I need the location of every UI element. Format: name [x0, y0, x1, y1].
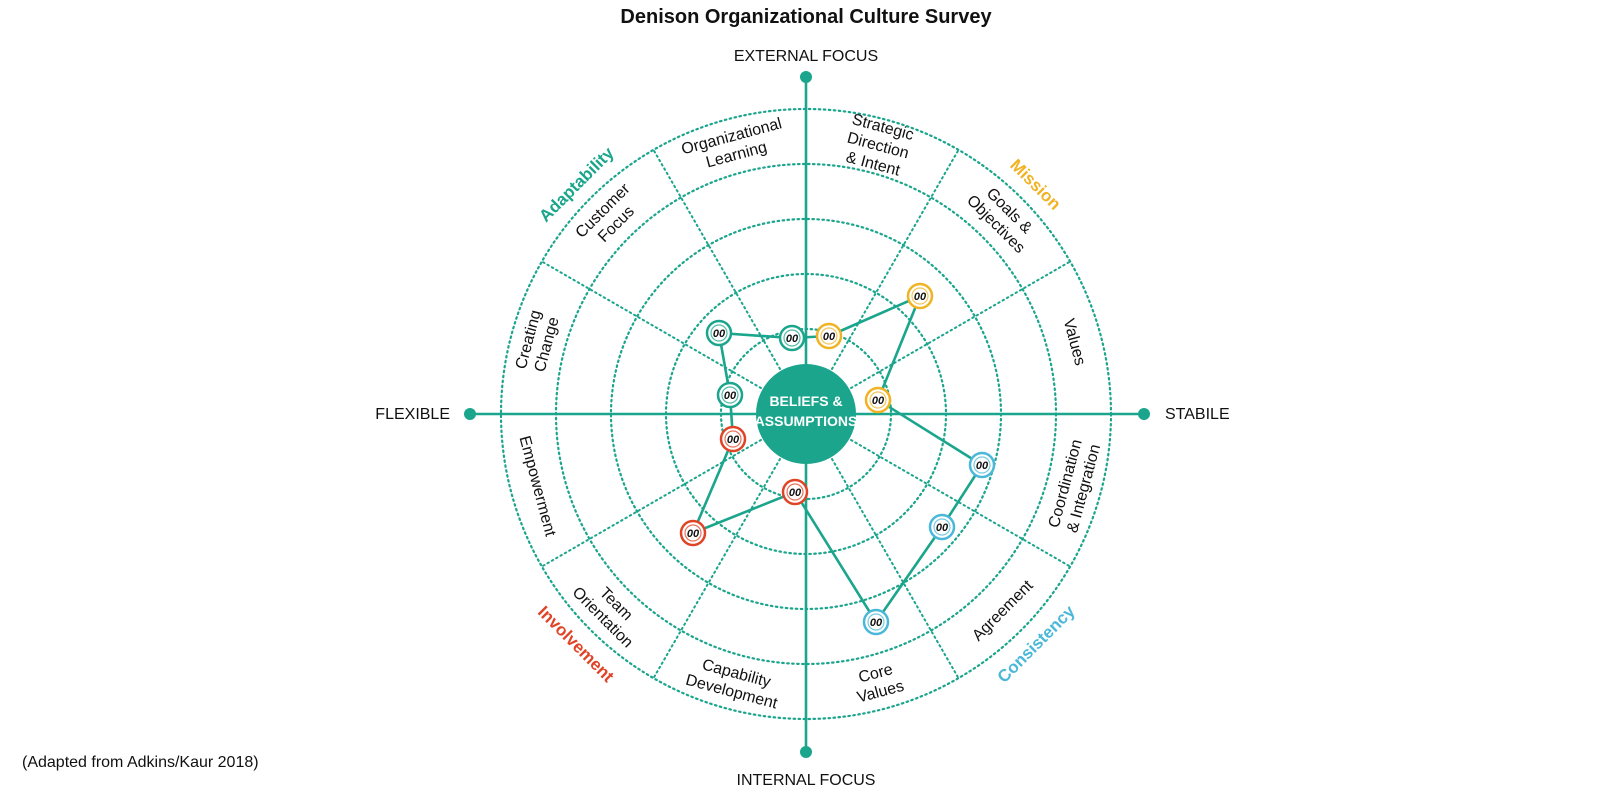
score-marker-mission: 00 [864, 386, 892, 414]
score-marker-inner-ring [867, 613, 885, 631]
axis-dot-bottom [800, 746, 812, 758]
score-markers: 00 00 00 00 00 00 00 00 00 00 00 00 [679, 282, 996, 636]
score-marker-mission: 00 [906, 282, 934, 310]
score-marker-consistency: 00 [862, 608, 890, 636]
score-marker-involvement: 00 [719, 425, 747, 453]
score-marker-label: 00 [914, 291, 927, 303]
score-marker-label: 00 [976, 460, 989, 472]
axis-dot-left [464, 408, 476, 420]
divider-150 [831, 458, 960, 680]
score-marker-consistency: 00 [968, 451, 996, 479]
score-marker-inner-ring [721, 386, 739, 404]
score-marker-mission: 00 [815, 322, 843, 350]
score-marker-adaptability: 00 [778, 324, 806, 352]
score-marker-adaptability: 00 [705, 319, 733, 347]
score-marker-label: 00 [687, 528, 700, 540]
score-marker-label: 00 [713, 328, 726, 340]
score-marker-inner-ring [724, 430, 742, 448]
segment-label-line: Values [1060, 317, 1089, 368]
axis-label-external-focus: EXTERNAL FOCUS [734, 48, 878, 65]
center-label-line2: ASSUMPTIONS [755, 413, 858, 429]
axis-dot-right [1138, 408, 1150, 420]
source-note: (Adapted from Adkins/Kaur 2018) [22, 754, 259, 771]
segment-label-3: Values [1060, 317, 1089, 368]
score-marker-label: 00 [727, 434, 740, 446]
score-marker-inner-ring [820, 327, 838, 345]
axis-label-flexible: FLEXIBLE [375, 406, 450, 423]
segment-label-4: Coordination& Integration [1046, 438, 1104, 535]
score-marker-adaptability: 00 [716, 381, 744, 409]
score-marker-consistency: 00 [928, 513, 956, 541]
divider-210 [652, 458, 781, 680]
score-marker-inner-ring [933, 518, 951, 536]
score-marker-inner-ring [973, 456, 991, 474]
axis-label-internal-focus: INTERNAL FOCUS [737, 772, 876, 789]
divider-30 [831, 148, 960, 370]
score-marker-label: 00 [823, 331, 836, 343]
center-circle [756, 364, 856, 464]
score-marker-inner-ring [911, 287, 929, 305]
score-marker-label: 00 [936, 522, 949, 534]
center-label-line1: BELIEFS & [769, 393, 842, 409]
score-marker-label: 00 [724, 390, 737, 402]
score-marker-inner-ring [783, 329, 801, 347]
score-marker-involvement: 00 [781, 478, 809, 506]
divider-60 [850, 260, 1072, 389]
score-marker-label: 00 [872, 395, 885, 407]
score-marker-inner-ring [786, 483, 804, 501]
axis-label-stabile: STABILE [1165, 406, 1230, 423]
diagram-title: Denison Organizational Culture Survey [620, 6, 992, 28]
axis-dot-top [800, 71, 812, 83]
segment-label-5: Agreement [969, 577, 1037, 645]
divider-330 [652, 148, 781, 370]
divider-240 [540, 439, 762, 568]
score-marker-inner-ring [869, 391, 887, 409]
divider-120 [850, 439, 1072, 568]
score-marker-involvement: 00 [679, 519, 707, 547]
score-marker-label: 00 [789, 487, 802, 499]
score-marker-inner-ring [710, 324, 728, 342]
segment-label-line: Agreement [969, 577, 1037, 645]
score-marker-inner-ring [684, 524, 702, 542]
score-marker-label: 00 [786, 333, 799, 345]
score-marker-label: 00 [870, 617, 883, 629]
